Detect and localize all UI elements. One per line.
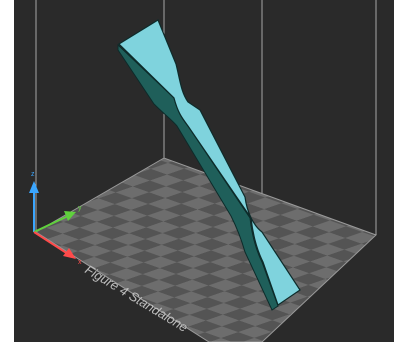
x-axis-label: x bbox=[78, 259, 82, 266]
y-axis-line bbox=[33, 215, 69, 233]
3d-viewport[interactable]: Figure 4 Standalone z y x bbox=[14, 0, 394, 342]
build-volume-frame bbox=[35, 0, 377, 310]
y-axis-arrow-icon bbox=[64, 211, 76, 221]
z-axis-label: z bbox=[31, 171, 35, 178]
x-axis-line bbox=[33, 231, 69, 255]
tensile-dogbone-model[interactable] bbox=[117, 19, 301, 311]
axis-gizmo: z y x bbox=[29, 171, 82, 266]
build-plate: Figure 4 Standalone bbox=[35, 157, 377, 342]
scene-canvas[interactable]: Figure 4 Standalone z y x bbox=[14, 0, 394, 342]
z-axis-arrow-icon bbox=[29, 181, 39, 193]
x-axis-arrow-icon bbox=[63, 248, 76, 259]
y-axis-label: y bbox=[78, 205, 82, 212]
dogbone-face bbox=[118, 19, 301, 306]
